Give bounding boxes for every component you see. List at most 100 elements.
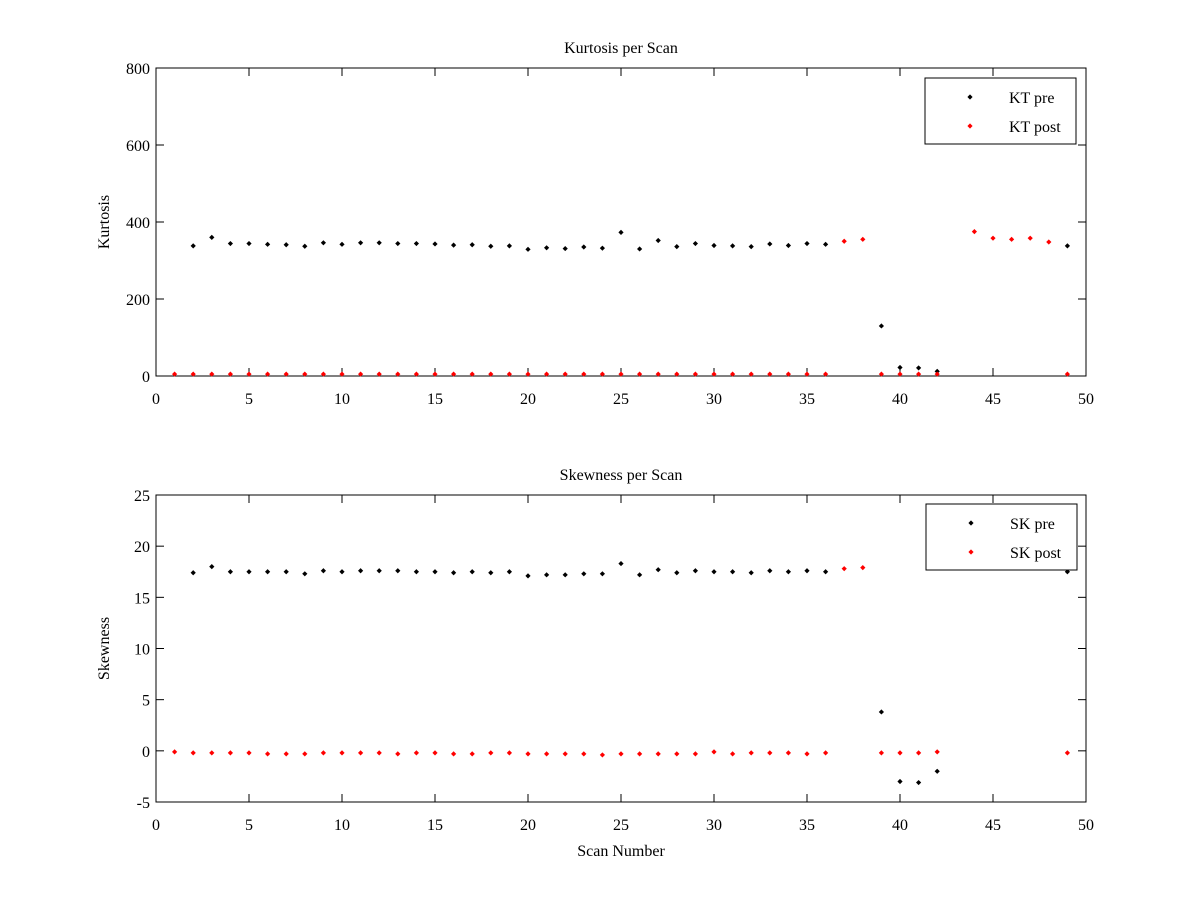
data-point: [692, 751, 698, 757]
data-point: [785, 242, 791, 249]
data-point: [246, 750, 252, 756]
data-point: [488, 371, 494, 377]
data-point: [674, 570, 680, 576]
data-point: [581, 751, 587, 757]
legend: SK pre SK post: [925, 503, 1078, 571]
data-point: [916, 371, 922, 377]
data-point: [860, 565, 866, 571]
data-point: [618, 229, 624, 235]
kurtosis-subplot: 0 5 10 15 20 25 30 35 40 45 50 0 200 400 600 800 Kurtosi…: [96, 40, 1094, 408]
data-point: [246, 371, 252, 377]
data-point: [599, 752, 605, 758]
x-tick-label: 10: [334, 817, 350, 834]
data-point: [320, 568, 326, 574]
data-point: [618, 371, 624, 377]
data-point: [395, 240, 401, 247]
data-point: [488, 570, 494, 576]
data-point: [451, 242, 457, 248]
y-tick-label: -5: [137, 795, 150, 812]
data-point: [934, 768, 940, 774]
data-point: [674, 244, 680, 250]
data-point: [283, 371, 289, 377]
data-point: [692, 371, 698, 377]
data-point: [358, 240, 364, 246]
data-point: [265, 241, 271, 247]
data-point: [413, 569, 419, 575]
y-tick-label: 5: [142, 693, 150, 710]
data-point: [227, 371, 233, 377]
y-tick-label: 200: [126, 292, 150, 309]
data-point: [823, 371, 829, 377]
data-point: [339, 241, 345, 247]
x-tick-label: 15: [427, 817, 443, 834]
x-tick-label: 25: [613, 391, 629, 408]
x-axis-label: Scan Number: [577, 843, 665, 860]
data-point: [432, 241, 438, 247]
data-point: [878, 323, 884, 329]
legend-label: SK post: [1010, 545, 1062, 562]
data-point: [376, 240, 382, 246]
data-point: [506, 371, 512, 377]
data-point: [395, 751, 401, 757]
data-point: [413, 371, 419, 377]
data-point: [785, 569, 791, 575]
data-point: [934, 371, 940, 377]
data-point: [451, 371, 457, 377]
x-tick-label: 0: [152, 391, 160, 408]
x-tick-label: 35: [799, 817, 815, 834]
data-point: [916, 750, 922, 756]
x-tick-label: 45: [985, 391, 1001, 408]
data-point: [878, 709, 884, 715]
legend-box: [924, 77, 1077, 145]
data-point: [544, 572, 550, 578]
data-point: [544, 751, 550, 757]
data-point: [692, 240, 698, 247]
data-point: [320, 371, 326, 377]
data-point: [711, 569, 717, 575]
legend-label: KT pre: [1009, 90, 1054, 107]
data-point: [339, 569, 345, 575]
data-point: [823, 750, 829, 756]
y-tick-label: 0: [142, 744, 150, 761]
chart-title: Kurtosis per Scan: [564, 40, 678, 57]
data-point: [339, 371, 345, 377]
data-point: [190, 371, 196, 377]
data-point: [599, 371, 605, 377]
data-point: [413, 240, 419, 247]
data-point: [432, 750, 438, 756]
x-tick-label: 0: [152, 817, 160, 834]
data-point: [785, 371, 791, 377]
data-point: [469, 569, 475, 575]
data-point: [265, 751, 271, 757]
data-point: [748, 244, 754, 250]
data-point: [897, 371, 903, 377]
data-point: [730, 243, 736, 249]
data-point: [823, 241, 829, 247]
data-point: [283, 242, 289, 248]
data-point: [1046, 239, 1052, 245]
data-point: [395, 568, 401, 574]
data-point: [209, 234, 215, 240]
data-point: [172, 749, 178, 755]
data-point: [227, 750, 233, 756]
data-point: [767, 371, 773, 377]
data-point: [581, 571, 587, 577]
data-point: [748, 750, 754, 756]
data-point: [358, 568, 364, 574]
data-point: [358, 750, 364, 756]
data-point: [655, 751, 661, 757]
data-point: [246, 240, 252, 247]
x-tick-label: 45: [985, 817, 1001, 834]
data-point: [637, 371, 643, 377]
data-point: [320, 750, 326, 756]
x-tick-label: 20: [520, 391, 536, 408]
data-point: [302, 371, 308, 377]
data-point: [767, 241, 773, 247]
x-tick-label: 25: [613, 817, 629, 834]
x-tick-label: 50: [1078, 391, 1094, 408]
data-point: [190, 243, 196, 249]
data-point: [637, 751, 643, 757]
data-point: [1064, 750, 1070, 756]
data-point: [451, 751, 457, 757]
data-point: [674, 751, 680, 757]
